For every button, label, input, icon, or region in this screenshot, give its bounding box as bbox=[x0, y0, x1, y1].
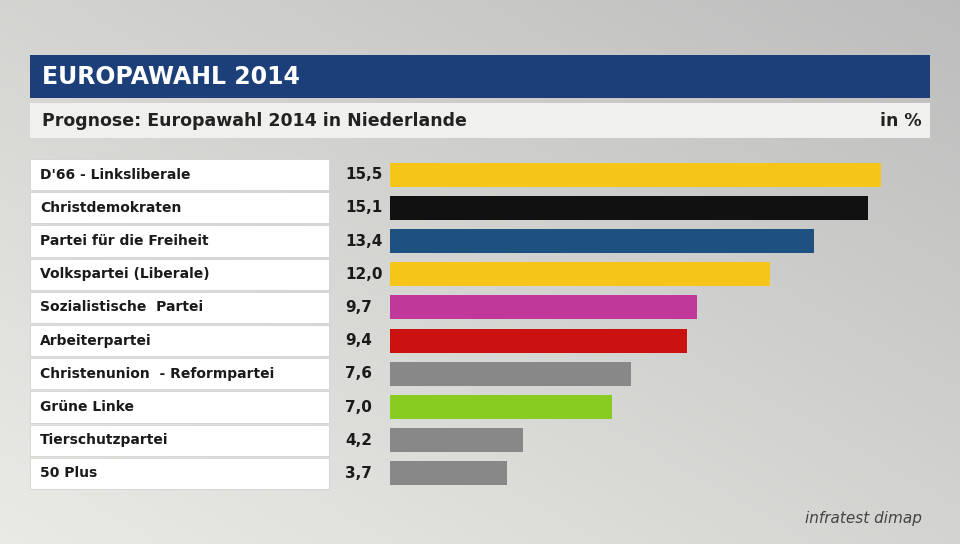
Bar bbox=[30, 55, 930, 98]
Bar bbox=[30, 391, 329, 423]
Bar bbox=[30, 425, 329, 456]
Bar bbox=[390, 362, 631, 386]
Bar bbox=[390, 262, 770, 286]
Text: in %: in % bbox=[880, 112, 922, 129]
Text: EUROPAWAHL 2014: EUROPAWAHL 2014 bbox=[42, 65, 300, 89]
Bar bbox=[30, 292, 329, 323]
Text: 13,4: 13,4 bbox=[345, 233, 382, 249]
Bar bbox=[30, 258, 329, 290]
Bar bbox=[390, 163, 880, 187]
Text: Prognose: Europawahl 2014 in Niederlande: Prognose: Europawahl 2014 in Niederlande bbox=[42, 112, 467, 129]
Bar bbox=[30, 192, 329, 224]
Text: Arbeiterpartei: Arbeiterpartei bbox=[40, 333, 152, 348]
Text: D'66 - Linksliberale: D'66 - Linksliberale bbox=[40, 168, 190, 182]
Bar bbox=[390, 196, 868, 220]
Text: Christenunion  - Reformpartei: Christenunion - Reformpartei bbox=[40, 367, 275, 381]
Text: 9,4: 9,4 bbox=[345, 333, 372, 348]
Bar bbox=[390, 428, 523, 452]
Text: 4,2: 4,2 bbox=[345, 432, 372, 448]
Text: Sozialistische  Partei: Sozialistische Partei bbox=[40, 300, 204, 314]
Text: Christdemokraten: Christdemokraten bbox=[40, 201, 181, 215]
Text: 7,0: 7,0 bbox=[345, 399, 372, 415]
Text: 15,5: 15,5 bbox=[345, 167, 382, 182]
Text: infratest dimap: infratest dimap bbox=[805, 511, 922, 527]
Bar bbox=[390, 329, 687, 353]
Bar bbox=[30, 458, 329, 489]
Text: Grüne Linke: Grüne Linke bbox=[40, 400, 134, 414]
Text: Tierschutzpartei: Tierschutzpartei bbox=[40, 433, 169, 447]
Bar bbox=[30, 159, 329, 190]
Text: 7,6: 7,6 bbox=[345, 366, 372, 381]
Text: 3,7: 3,7 bbox=[345, 466, 372, 481]
Text: Volkspartei (Liberale): Volkspartei (Liberale) bbox=[40, 267, 209, 281]
Bar bbox=[390, 395, 612, 419]
Bar bbox=[30, 103, 930, 138]
Text: 9,7: 9,7 bbox=[345, 300, 372, 315]
Bar bbox=[30, 225, 329, 257]
Bar bbox=[30, 358, 329, 390]
Bar bbox=[390, 229, 814, 253]
Text: 15,1: 15,1 bbox=[345, 200, 382, 215]
Bar bbox=[390, 295, 697, 319]
Bar bbox=[390, 461, 507, 485]
Bar bbox=[30, 325, 329, 356]
Text: 50 Plus: 50 Plus bbox=[40, 466, 97, 480]
Text: 12,0: 12,0 bbox=[345, 267, 382, 282]
Text: Partei für die Freiheit: Partei für die Freiheit bbox=[40, 234, 208, 248]
